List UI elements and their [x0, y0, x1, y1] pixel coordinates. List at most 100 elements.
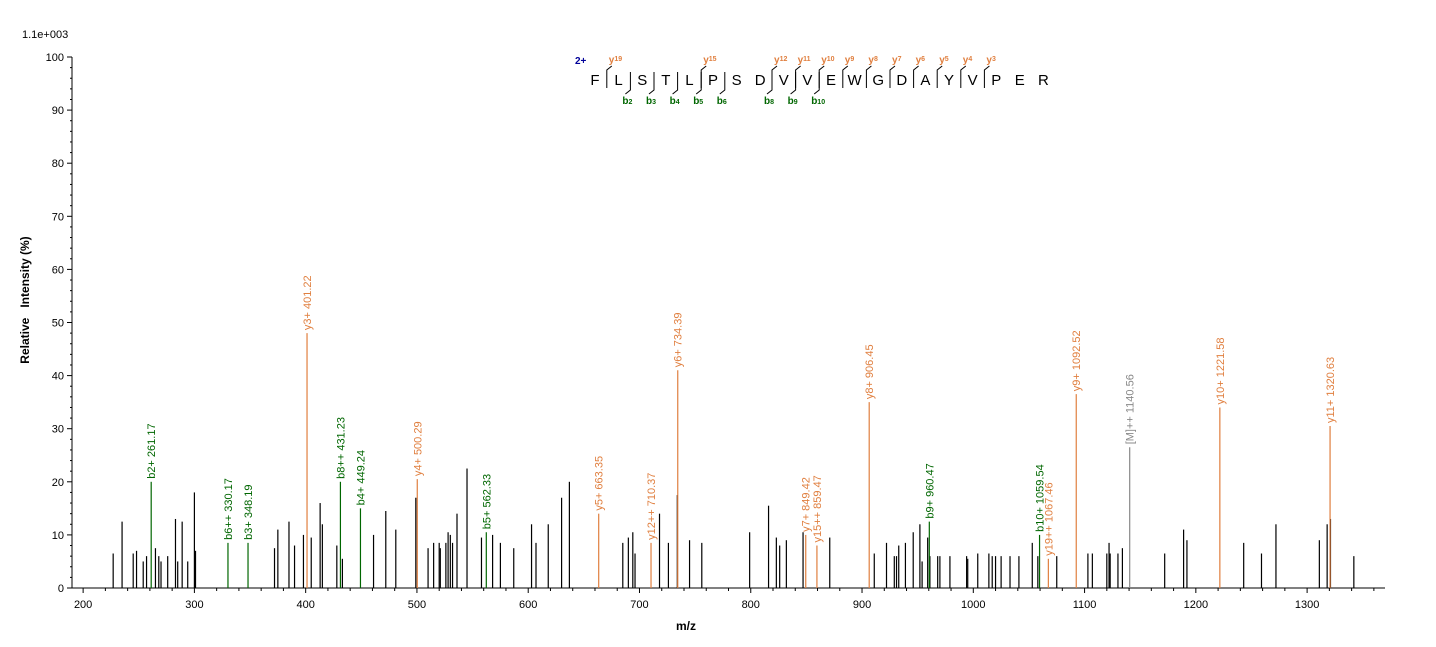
- y-ion-tag: y12: [774, 55, 787, 66]
- peak-label: b3+ 348.19: [243, 484, 255, 539]
- y-axis-title: Relative Intensity (%): [18, 236, 32, 363]
- y-ion-tag: y3: [986, 55, 996, 66]
- b-ion-bracket: [672, 72, 679, 95]
- sequence-residue: F: [590, 72, 599, 89]
- x-tick-label: 500: [408, 599, 426, 611]
- y-ion-bracket: [771, 65, 778, 88]
- x-tick-label: 1000: [961, 599, 985, 611]
- peaks: b2+ 261.17 b6++ 330.17 b3+ 348.19 y3+ 401.2…: [112, 275, 1355, 588]
- peak-label: y6+ 734.39: [673, 313, 685, 368]
- sequence-residue: S: [637, 72, 647, 89]
- y-ion-bracket: [913, 65, 919, 88]
- b-ion-tag: b5: [693, 96, 703, 107]
- y-ion-tag: y15: [703, 55, 716, 66]
- x-tick-label: 1300: [1295, 599, 1319, 611]
- x-tick-label: 700: [630, 599, 648, 611]
- y-tick-label: 20: [52, 477, 64, 489]
- x-tick-label: 600: [519, 599, 537, 611]
- sequence-residue: E: [1015, 72, 1025, 89]
- b-ion-tag: b3: [646, 96, 656, 107]
- y-ion-bracket: [889, 65, 896, 88]
- sequence-residue: G: [872, 72, 884, 89]
- b-ion-tag: b6: [717, 96, 727, 107]
- y-ion-tag: y9: [845, 55, 855, 66]
- x-tick-label: 300: [185, 599, 203, 611]
- y-ion-tag: y6: [916, 55, 926, 66]
- sequence-residue: L: [614, 72, 622, 89]
- peak-label: b8++ 431.23: [335, 417, 347, 479]
- peak-label: [M]++ 1140.56: [1125, 374, 1137, 444]
- axes: 0 10 20 30 40 50 60 70 80 90 100 200 300 400 500 600 700…: [46, 52, 1385, 611]
- y-ion-bracket: [700, 65, 707, 88]
- peak-label: y7+ 849.42: [801, 477, 813, 532]
- y-tick-label: 50: [52, 318, 64, 330]
- x-tick-label: 1100: [1073, 599, 1097, 611]
- b-ion-bracket: [813, 72, 820, 95]
- x-tick-label: 900: [853, 599, 871, 611]
- sequence-residue: R: [1038, 72, 1049, 89]
- peak-label: b4+ 449.24: [355, 450, 367, 505]
- sequence-residue: T: [661, 72, 670, 89]
- peak-label: y4+ 500.29: [412, 421, 424, 476]
- b-ion-tag: b2: [622, 96, 632, 107]
- y-ion-bracket: [606, 65, 613, 88]
- y-ion-tag: y8: [868, 55, 878, 66]
- sequence-residue: V: [779, 72, 789, 89]
- b-ion-tag: b8: [764, 96, 774, 107]
- b-ion-bracket: [766, 72, 773, 95]
- sequence-residue: E: [826, 72, 836, 89]
- charge-state-label: 2+: [575, 56, 587, 67]
- y-ion-tag: y4: [963, 55, 973, 66]
- y-tick-label: 80: [52, 158, 64, 170]
- peak-label: y9+ 1092.52: [1071, 330, 1083, 391]
- y-ion-bracket: [818, 65, 825, 88]
- y-tick-label: 40: [52, 371, 64, 383]
- b-ion-bracket: [695, 72, 702, 95]
- peak-label: y5+ 663.35: [594, 456, 606, 511]
- y-tick-label: 0: [58, 583, 64, 595]
- b-ion-tag: b4: [670, 96, 680, 107]
- y-tick-label: 90: [52, 105, 64, 117]
- b-ion-bracket: [648, 72, 655, 95]
- peak-label: y12++ 710.37: [646, 473, 658, 540]
- y-ion-tag: y11: [798, 55, 811, 66]
- y-tick-label: 100: [46, 52, 64, 64]
- sequence-residue: D: [755, 72, 766, 89]
- y-tick-label: 30: [52, 424, 64, 436]
- x-tick-label: 200: [74, 599, 92, 611]
- sequence-residue: Y: [944, 72, 954, 89]
- sequence-residue: S: [732, 72, 742, 89]
- y-ion-bracket: [960, 65, 967, 88]
- y-ion-tag: y5: [939, 55, 949, 66]
- y-ion-bracket: [936, 65, 943, 88]
- y-ion-bracket: [842, 65, 849, 88]
- sequence-residue: L: [685, 72, 693, 89]
- sequence-residue: V: [968, 72, 978, 89]
- sequence-residue: D: [896, 72, 907, 89]
- peak-label: b9+ 960.47: [924, 463, 936, 518]
- max-intensity-label: 1.1e+003: [22, 29, 68, 41]
- y-ion-tag: y19: [609, 55, 622, 66]
- peak-label: b10+ 1059.54: [1035, 464, 1047, 532]
- sequence-residue: A: [920, 72, 930, 89]
- b-ion-bracket: [625, 72, 631, 95]
- b-ion-tag: b9: [788, 96, 798, 107]
- y-tick-label: 60: [52, 264, 64, 276]
- y-ion-bracket: [795, 65, 801, 88]
- x-axis-title: m/z: [676, 619, 696, 633]
- peak-label: b5+ 562.33: [481, 474, 493, 529]
- y-tick-label: 10: [52, 530, 64, 542]
- sequence-residue: V: [802, 72, 812, 89]
- y-ion-tag: y7: [892, 55, 902, 66]
- sequence-residue: W: [848, 72, 863, 89]
- sequence-residue: P: [708, 72, 718, 89]
- peak-label: b2+ 261.17: [146, 423, 158, 478]
- peak-label: y15++ 859.47: [812, 475, 824, 542]
- peak-label: y10+ 1221.58: [1215, 337, 1227, 404]
- y-ion-bracket: [865, 65, 872, 88]
- b-ion-bracket: [790, 72, 797, 95]
- x-tick-label: 400: [296, 599, 314, 611]
- peak-label: y11+ 1320.63: [1325, 357, 1337, 423]
